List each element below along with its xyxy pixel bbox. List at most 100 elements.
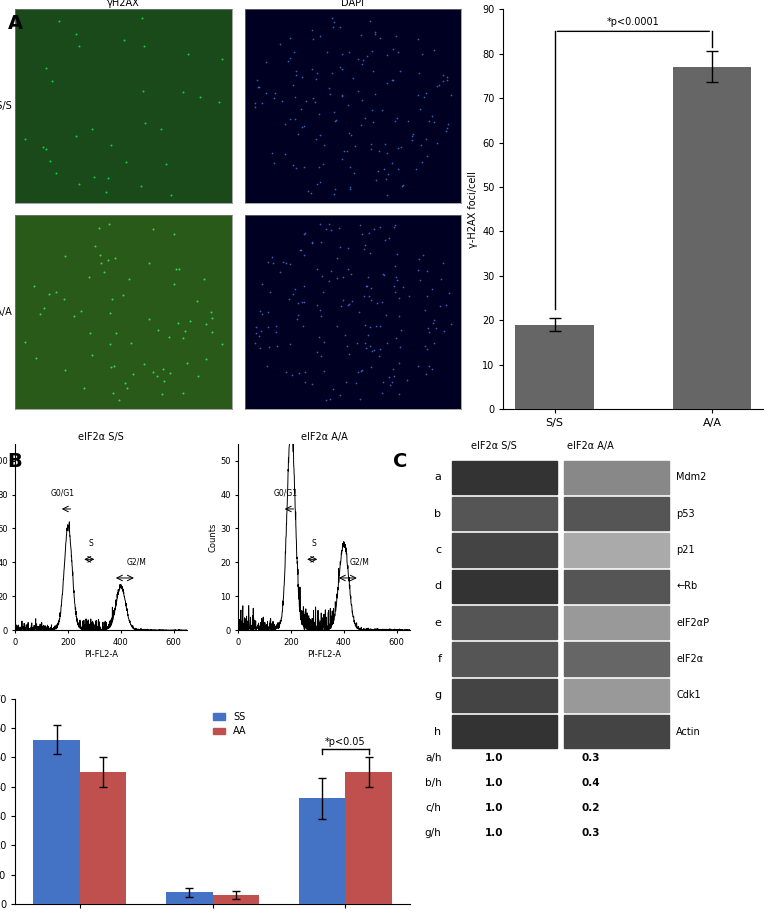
Text: p21: p21 [676, 545, 695, 555]
Point [69, 129, 82, 143]
Bar [452, 461, 557, 494]
Point [268, 86, 281, 100]
Point [412, 88, 424, 102]
Point [372, 143, 385, 158]
Point [164, 365, 177, 380]
Text: S: S [88, 540, 93, 549]
Text: *p<0.0001: *p<0.0001 [607, 17, 660, 26]
Text: a: a [435, 472, 442, 482]
Point [173, 261, 186, 276]
Point [261, 304, 274, 319]
Point [100, 185, 113, 200]
Point [281, 54, 294, 68]
Point [354, 217, 366, 232]
Point [254, 303, 267, 318]
Point [88, 170, 100, 184]
Point [374, 30, 386, 45]
Title: γH2AX
DAPI: γH2AX DAPI [336, 0, 369, 8]
Point [298, 247, 310, 262]
Point [358, 241, 370, 256]
Bar [564, 570, 669, 603]
Point [394, 64, 406, 79]
Point [348, 166, 360, 181]
Point [345, 128, 357, 142]
Bar [564, 643, 669, 676]
Point [355, 226, 368, 241]
Point [332, 319, 344, 333]
Point [318, 138, 330, 152]
Bar [564, 497, 669, 530]
Point [369, 26, 381, 41]
Point [386, 155, 398, 170]
Point [360, 278, 372, 293]
Point [396, 179, 409, 194]
Point [125, 336, 137, 351]
Text: C: C [393, 452, 408, 471]
Point [260, 86, 272, 100]
Point [34, 307, 46, 321]
Point [413, 273, 426, 288]
Point [352, 364, 364, 379]
Point [182, 47, 194, 62]
Point [256, 95, 268, 110]
Bar [452, 533, 557, 567]
Point [364, 14, 376, 28]
Point [363, 289, 375, 303]
Point [143, 256, 156, 270]
Y-axis label: eIF2α A/A: eIF2α A/A [0, 307, 12, 317]
Point [421, 341, 433, 356]
Point [335, 299, 348, 313]
Point [426, 281, 438, 296]
Point [365, 360, 377, 374]
Point [172, 316, 184, 331]
Point [283, 257, 295, 271]
Point [365, 137, 377, 152]
Point [28, 278, 40, 293]
Point [252, 79, 264, 94]
Point [392, 162, 404, 176]
Text: f: f [437, 654, 442, 664]
Point [261, 359, 273, 373]
Point [347, 70, 359, 85]
Point [302, 184, 315, 198]
Point [157, 362, 170, 376]
Point [256, 307, 268, 321]
Point [59, 362, 71, 377]
Point [436, 256, 449, 270]
Point [431, 135, 443, 150]
Point [216, 337, 228, 352]
Point [392, 142, 404, 156]
Point [365, 142, 377, 157]
Point [151, 369, 163, 383]
Point [373, 349, 386, 363]
Point [392, 387, 405, 402]
Point [288, 90, 301, 105]
Point [362, 328, 374, 342]
Point [298, 226, 311, 240]
Point [389, 217, 402, 232]
Point [136, 11, 149, 26]
Point [292, 308, 305, 322]
Point [412, 263, 425, 278]
Point [369, 86, 382, 100]
Text: 1.0: 1.0 [485, 752, 503, 762]
Point [339, 328, 352, 342]
Point [364, 339, 376, 353]
Bar [452, 606, 557, 639]
Point [139, 116, 151, 131]
Point [250, 320, 262, 334]
Point [387, 72, 399, 87]
Point [305, 23, 318, 37]
Point [305, 185, 318, 200]
Point [388, 278, 400, 293]
Point [376, 267, 389, 281]
Point [354, 392, 366, 406]
Point [106, 292, 118, 307]
Point [82, 269, 95, 284]
Point [307, 32, 319, 47]
Point [50, 166, 62, 181]
Point [392, 355, 405, 370]
Point [93, 247, 106, 262]
Point [388, 368, 400, 383]
Point [78, 381, 90, 395]
